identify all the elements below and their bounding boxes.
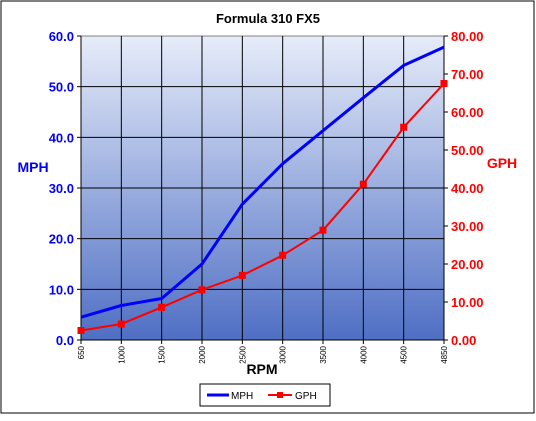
mph-series-line (80, 45, 445, 319)
legend-mph-label: MPH (231, 391, 253, 402)
gph-data-point (198, 286, 206, 294)
legend-box (199, 383, 331, 407)
y-right-tick-label: 40.00 (451, 181, 484, 196)
gph-data-point (440, 80, 448, 87)
y-left-tick-label: 0.0 (56, 333, 74, 348)
x-tick-label: 4500 (400, 345, 409, 363)
x-tick-label: 3500 (319, 345, 328, 363)
gph-data-point (319, 226, 327, 234)
tick-layer: 0.0 10.0 20.0 30.0 40.0 50.0 60.0 0.00 10.00 20.0… (49, 29, 484, 364)
gph-data-point (279, 251, 287, 259)
y-right-axis-label: GPH (487, 155, 517, 171)
series-layer (77, 45, 448, 334)
y-left-tick-label: 10.0 (49, 282, 74, 297)
y-left-tick-label: 20.0 (49, 232, 74, 247)
y-left-axis-label: MPH (17, 159, 48, 175)
x-tick-label: 2000 (198, 345, 207, 363)
legend-gph-label: GPH (295, 391, 317, 402)
y-right-tick-label: 80.00 (451, 29, 484, 44)
x-tick-label: 4000 (359, 345, 368, 363)
gph-data-point (158, 303, 166, 311)
y-right-tick-label: 30.00 (451, 219, 484, 234)
gph-series-line (80, 82, 445, 332)
y-left-tick-label: 40.0 (49, 130, 74, 145)
chart-title: Formula 310 FX5 (216, 11, 320, 26)
y-right-tick-label: 20.00 (451, 257, 484, 272)
gph-data-point (359, 180, 367, 188)
x-tick-label: 4850 (440, 345, 449, 363)
y-right-tick-label: 50.00 (451, 143, 484, 158)
x-tick-label: 1000 (117, 345, 126, 363)
gph-data-point (400, 123, 408, 131)
x-tick-label: 2500 (238, 345, 247, 363)
x-tick-label: 1500 (158, 345, 167, 363)
y-right-tick-label: 60.00 (451, 105, 484, 120)
x-tick-label: 650 (77, 345, 86, 359)
y-right-tick-label: 0.00 (451, 333, 476, 348)
y-left-tick-label: 50.0 (49, 80, 74, 95)
gph-data-point (77, 327, 85, 334)
y-right-tick-label: 10.00 (451, 295, 484, 310)
x-axis-label: RPM (246, 361, 277, 377)
gph-data-point (238, 271, 246, 279)
y-left-tick-label: 30.0 (49, 181, 74, 196)
x-tick-label: 3000 (279, 345, 288, 363)
y-left-tick-label: 60.0 (49, 29, 74, 44)
legend: MPH GPH (199, 383, 331, 407)
legend-gph-marker (277, 392, 283, 398)
gph-data-point (117, 320, 125, 328)
y-right-tick-label: 70.00 (451, 67, 484, 82)
